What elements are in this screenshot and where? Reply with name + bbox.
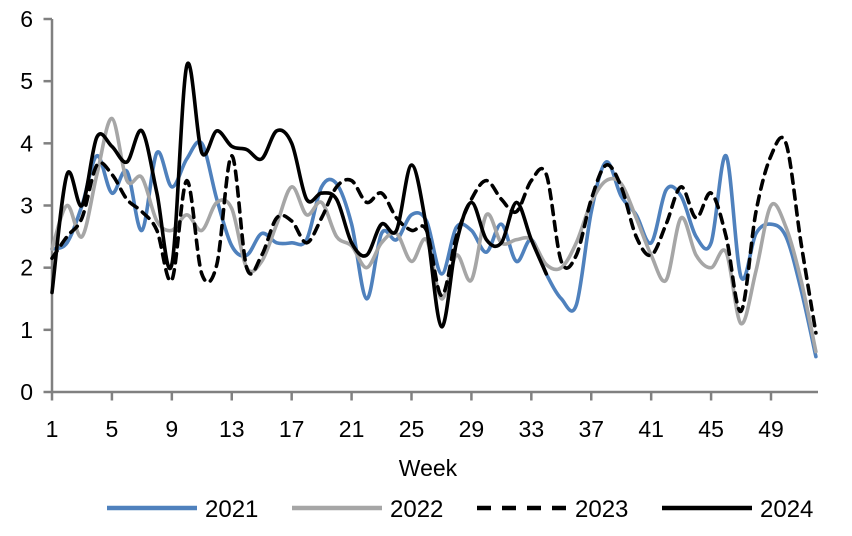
series-lines — [50, 61, 818, 359]
y-tick-label: 6 — [20, 6, 33, 32]
series-line-2024 — [50, 61, 549, 329]
series-line-2023 — [50, 135, 818, 335]
x-tick-label: 21 — [339, 416, 365, 442]
x-tick-label: 13 — [219, 416, 245, 442]
x-tick-label: 29 — [459, 416, 485, 442]
y-tick-label: 1 — [20, 317, 33, 343]
x-tick-label: 33 — [519, 416, 545, 442]
x-tick-label: 5 — [106, 416, 119, 442]
legend-label: 2022 — [390, 496, 443, 523]
x-axis-title: Week — [399, 455, 458, 481]
legend-item-2024: 2024 — [662, 496, 813, 523]
legend-label: 2024 — [760, 496, 813, 523]
x-tick-label: 49 — [758, 416, 784, 442]
legend-item-2022: 2022 — [292, 496, 443, 523]
x-tick-label: 1 — [46, 416, 59, 442]
x-tick-label: 45 — [698, 416, 724, 442]
axes — [43, 17, 818, 401]
y-tick-label: 4 — [20, 130, 33, 156]
series-line-2022 — [50, 116, 818, 354]
y-tick-label: 3 — [20, 193, 33, 219]
x-tick-label: 9 — [165, 416, 178, 442]
y-tick-labels: 0 1 2 3 4 5 6 — [20, 6, 33, 405]
x-tick-label: 17 — [279, 416, 305, 442]
legend-label: 2021 — [205, 496, 258, 523]
y-tick-label: 2 — [20, 255, 33, 281]
x-tick-label: 37 — [578, 416, 604, 442]
x-tick-label: 25 — [399, 416, 425, 442]
legend-item-2023: 2023 — [477, 496, 628, 523]
x-tick-label: 41 — [638, 416, 664, 442]
x-tick-labels: 1 5 9 13 17 21 25 29 33 37 41 45 49 — [46, 416, 784, 442]
legend-label: 2023 — [575, 496, 628, 523]
legend-item-2021: 2021 — [107, 496, 258, 523]
legend: 2021 2022 2023 2024 — [107, 496, 813, 523]
y-tick-label: 0 — [20, 379, 33, 405]
y-tick-label: 5 — [20, 68, 33, 94]
